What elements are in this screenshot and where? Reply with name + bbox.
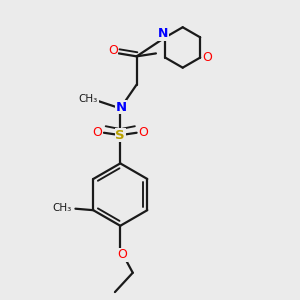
Text: N: N (158, 27, 168, 40)
Text: CH₃: CH₃ (52, 203, 72, 213)
Text: O: O (92, 126, 102, 139)
Text: S: S (116, 129, 125, 142)
Text: O: O (202, 51, 212, 64)
Text: CH₃: CH₃ (79, 94, 98, 103)
Text: N: N (115, 101, 126, 114)
Text: O: O (138, 126, 148, 139)
Text: O: O (118, 248, 128, 261)
Text: O: O (108, 44, 118, 57)
